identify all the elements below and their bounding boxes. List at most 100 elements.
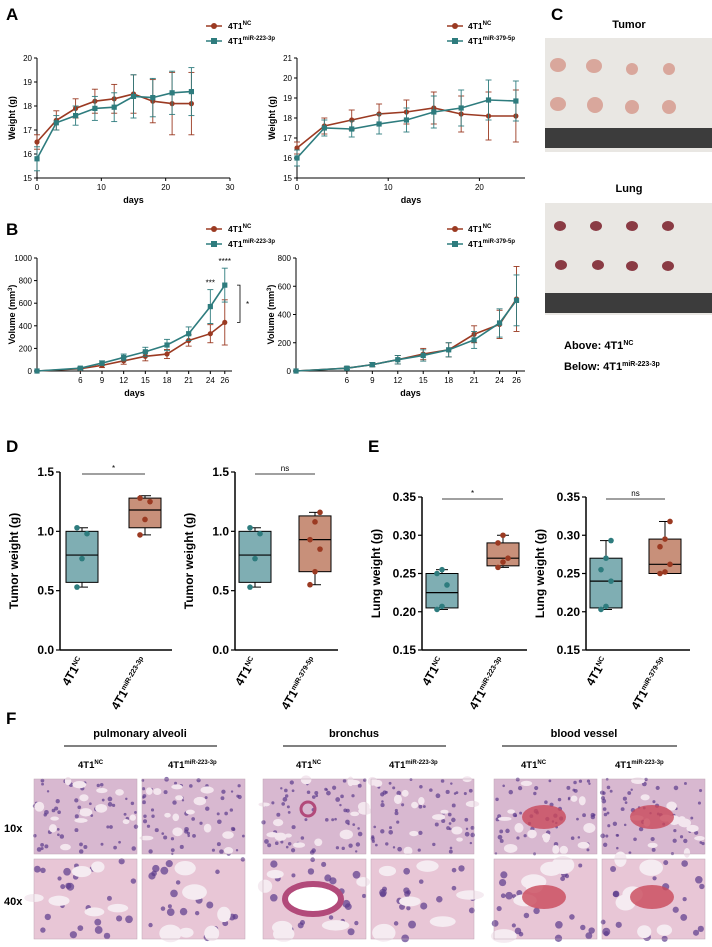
histology-nucleus: [496, 906, 502, 912]
data-point: [92, 105, 98, 111]
legend-marker-circle: [211, 23, 217, 29]
histology-nucleus: [41, 782, 44, 786]
histology-nucleus: [519, 811, 523, 815]
x-category-sup: miR-223-3p: [478, 656, 503, 692]
significance-label: *: [246, 300, 249, 309]
histology-nucleus: [451, 867, 457, 873]
box-nc: [238, 524, 272, 590]
histology-lumen: [139, 835, 154, 841]
x-tick-label: 24: [495, 376, 504, 385]
x-category-base: 4T1: [108, 687, 131, 712]
histology-nucleus: [534, 785, 539, 791]
histology-lumen: [503, 843, 518, 853]
histology-lumen: [583, 823, 596, 833]
y-axis-label: Tumor weight (g): [182, 513, 196, 609]
y-tick-label: 0.30: [557, 528, 581, 542]
histology-lumen: [418, 797, 425, 806]
histology-nucleus: [57, 833, 60, 837]
histology-nucleus: [335, 797, 341, 802]
data-point: [349, 126, 355, 132]
legend-entry-mir223: 4T1miR-223-3p: [206, 36, 275, 46]
histology-nucleus: [408, 920, 417, 929]
histology-nucleus: [394, 808, 398, 812]
histology-nucleus: [392, 786, 396, 790]
histology-nucleus: [264, 839, 269, 844]
data-point: [84, 530, 90, 537]
histology-nucleus: [345, 819, 350, 825]
histology-nucleus: [347, 928, 355, 936]
histology-nucleus: [125, 915, 133, 924]
histology-nucleus: [281, 802, 286, 806]
histology-nucleus: [174, 781, 178, 785]
x-category-label: 4T1NC: [419, 655, 447, 689]
y-tick-label: 15: [283, 174, 292, 183]
histology-lumen: [490, 929, 517, 943]
data-point: [294, 155, 300, 161]
data-point: [247, 524, 253, 531]
histology-nucleus: [204, 796, 208, 800]
legend-marker-square: [211, 38, 217, 44]
y-tick-label: 600: [278, 282, 292, 291]
histology-nucleus: [497, 814, 502, 819]
histology-nucleus: [403, 887, 410, 894]
histology-lumen: [373, 779, 383, 787]
histology-nucleus: [77, 805, 82, 810]
line-chart-a1: 0 10 20 30 15 16 17 18 19 20 days Weight (g): [7, 54, 235, 205]
histology-nucleus: [362, 893, 367, 898]
data-point: [431, 109, 437, 115]
histology-nucleus: [627, 791, 632, 795]
y-axis-label: Lung weight (g): [369, 529, 383, 618]
histology-nucleus: [397, 846, 402, 852]
histology-nucleus: [150, 808, 155, 812]
histology-nucleus: [111, 803, 116, 807]
histology-nucleus: [46, 790, 50, 793]
histology-lumen: [668, 804, 677, 811]
histology-lumen: [507, 809, 516, 814]
histology-nucleus: [74, 828, 79, 833]
histology-nucleus: [497, 834, 503, 840]
histology-nucleus: [511, 923, 516, 928]
histology-nucleus: [280, 840, 284, 844]
histology-nucleus: [118, 840, 121, 844]
data-point: [439, 566, 445, 573]
box-mir: [648, 518, 682, 577]
histology-lumen: [401, 789, 409, 797]
histology-nucleus: [106, 895, 112, 901]
histology-lumen: [64, 776, 72, 786]
y-tick-label: 0.20: [557, 605, 581, 619]
histology-nucleus: [40, 867, 46, 874]
histology-nucleus: [101, 798, 105, 802]
histology-nucleus: [615, 921, 622, 928]
histology-group-title: pulmonary alveoli: [93, 728, 187, 740]
histology-lumen: [79, 794, 89, 802]
histology-nucleus: [348, 843, 353, 848]
data-point: [307, 581, 313, 588]
histology-nucleus: [304, 818, 308, 822]
histology-nucleus: [130, 801, 135, 806]
histology-nucleus: [131, 846, 136, 851]
histology-nucleus: [289, 780, 294, 785]
data-point: [376, 121, 382, 127]
histology-lumen: [71, 865, 92, 878]
line-chart-a2: 0 10 20 15 16 17 18 19 20 21 days Weight (g): [267, 54, 525, 205]
histology-nucleus: [515, 777, 520, 782]
histology-image: [258, 775, 372, 855]
histology-lumen: [182, 884, 207, 900]
histology-nucleus: [324, 874, 332, 882]
histology-nucleus: [79, 842, 83, 847]
histology-nucleus: [237, 784, 241, 788]
y-axis-label: Volume (mm3): [266, 285, 276, 345]
histology-nucleus: [40, 778, 45, 783]
histology-nucleus: [191, 817, 195, 821]
histology-nucleus: [380, 829, 385, 834]
histology-nucleus: [381, 800, 384, 803]
box-iqr: [589, 557, 623, 609]
histology-lumen: [174, 860, 196, 876]
histology-lumen: [203, 823, 212, 833]
data-point: [137, 495, 143, 501]
histology-lumen: [429, 916, 456, 927]
data-point: [369, 362, 375, 368]
box-iqr: [486, 542, 520, 567]
histology-nucleus: [326, 790, 331, 796]
